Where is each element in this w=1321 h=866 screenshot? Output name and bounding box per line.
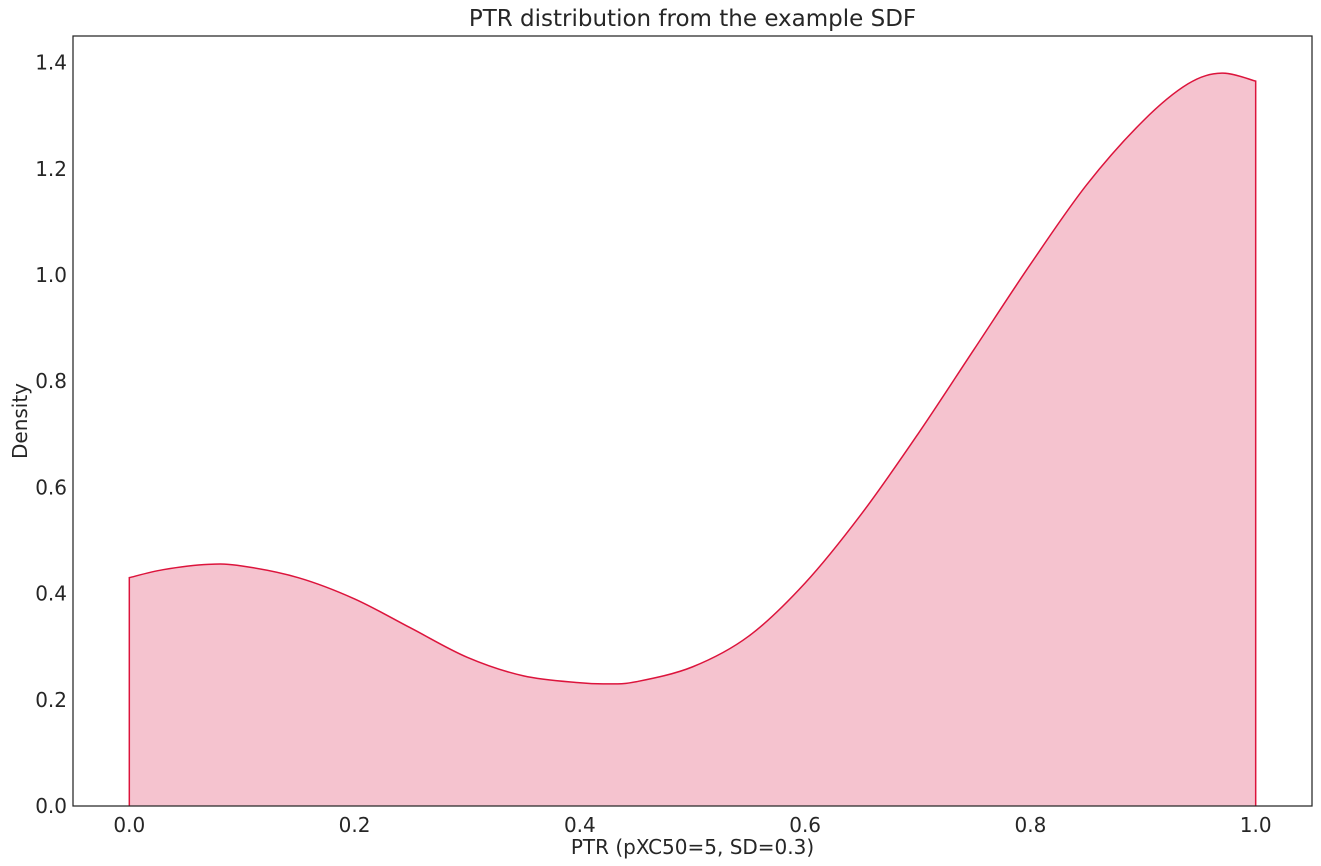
x-axis-label: PTR (pXC50=5, SD=0.3) bbox=[571, 835, 814, 859]
y-axis: 0.0 0.2 0.4 0.6 0.8 1.0 1.2 1.4 bbox=[35, 51, 67, 818]
y-tick-label: 1.2 bbox=[35, 157, 67, 181]
y-tick-label: 0.2 bbox=[35, 688, 67, 712]
x-tick-label: 0.6 bbox=[789, 813, 821, 837]
density-curve-line bbox=[128, 72, 1257, 806]
chart-marks bbox=[128, 72, 1257, 807]
y-tick-label: 0.6 bbox=[35, 475, 67, 499]
y-tick-label: 0.0 bbox=[35, 794, 67, 818]
y-tick-label: 0.8 bbox=[35, 369, 67, 393]
chart-title: PTR distribution from the example SDF bbox=[469, 6, 916, 32]
y-tick-label: 1.0 bbox=[35, 263, 67, 287]
x-tick-label: 0.0 bbox=[113, 813, 145, 837]
x-tick-label: 0.4 bbox=[564, 813, 596, 837]
plot-frame bbox=[72, 35, 1313, 807]
y-tick-label: 0.4 bbox=[35, 582, 67, 606]
x-tick-label: 1.0 bbox=[1240, 813, 1272, 837]
x-tick-label: 0.2 bbox=[339, 813, 371, 837]
x-axis: 0.0 0.2 0.4 0.6 0.8 1.0 bbox=[113, 813, 1271, 837]
density-area-fill bbox=[129, 73, 1256, 807]
y-tick-label: 1.4 bbox=[35, 51, 67, 75]
y-axis-label: Density bbox=[8, 383, 32, 459]
x-tick-label: 0.8 bbox=[1015, 813, 1047, 837]
